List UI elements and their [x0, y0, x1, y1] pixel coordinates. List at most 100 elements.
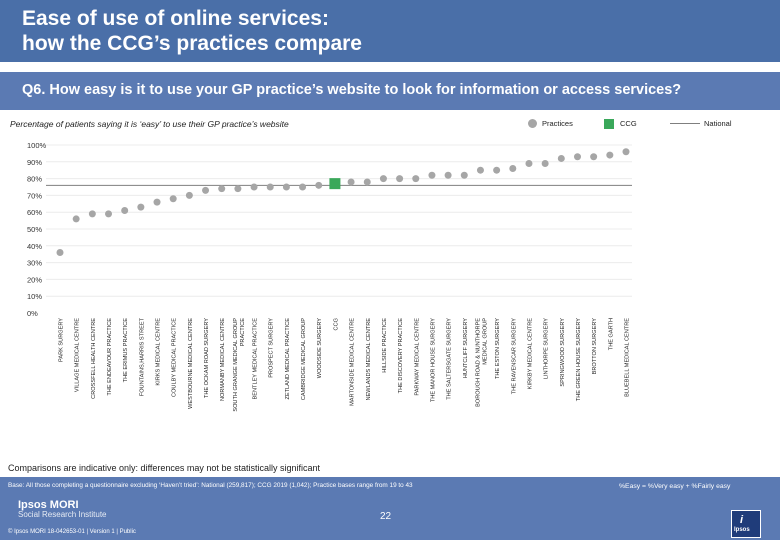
x-tick-label-line: PARKWAY MEDICAL CENTRE	[414, 318, 420, 396]
practice-point	[412, 175, 420, 183]
x-tick-label: THE MANOR HOUSE SURGERY	[430, 318, 436, 402]
x-tick-label-line: MARTONSIDE MEDICAL CENTRE	[350, 318, 356, 406]
x-tick-label: THE ERIMUS PRACTICE	[123, 318, 129, 383]
x-tick-label-line: KIRKBY MEDICAL CENTRE	[527, 318, 533, 389]
x-tick-label-line: CROSSFELL HEALTH CENTRE	[91, 318, 97, 399]
y-tick-label: 70%	[27, 191, 42, 200]
x-tick-label-line: CAMBRIDGE MEDICAL GROUP	[301, 318, 307, 400]
title-line-1: Ease of use of online services:	[22, 7, 329, 30]
x-tick-label: THE OCKAM ROAD SURGERY	[204, 318, 210, 398]
x-tick-label: PARK SURGERY	[59, 318, 65, 362]
x-tick-label: PROSPECT SURGERY	[269, 318, 275, 378]
x-tick-label-line: NORMANBY MEDICAL CENTRE	[220, 318, 226, 401]
brand-subtitle: Social Research Institute	[18, 510, 107, 519]
legend-national-label: National	[704, 119, 732, 128]
y-tick-label: 100%	[27, 141, 47, 150]
ipsos-logo: i Ipsos	[731, 510, 761, 538]
y-tick-label: 20%	[27, 275, 42, 284]
x-tick-label-line: THE MANOR HOUSE SURGERY	[430, 318, 436, 402]
x-tick-label: CCG	[333, 318, 339, 330]
x-tick-label: WESTBOURNE MEDICAL CENTRE	[188, 318, 194, 409]
practice-point	[250, 183, 258, 191]
x-tick-label-line: THE DISCOVERY PRACTICE	[398, 318, 404, 394]
practice-point	[525, 159, 533, 167]
x-tick-label: KIRKS MEDICAL CENTRE	[156, 318, 162, 386]
x-tick-label: THE DISCOVERY PRACTICE	[398, 318, 404, 394]
practice-point	[121, 207, 129, 215]
x-tick-label: BENTLEY MEDICAL PRACTICE	[253, 318, 259, 400]
practice-point	[315, 181, 323, 189]
x-tick-label: SPRINGWOOD SURGERY	[560, 318, 566, 387]
practice-point	[347, 178, 355, 186]
footer-bar	[0, 477, 780, 540]
page-number: 22	[380, 511, 392, 522]
practice-point	[105, 210, 113, 218]
x-tick-label: THE GREEN HOUSE SURGERY	[576, 318, 582, 401]
question-text: Q6. How easy is it to use your GP practi…	[22, 82, 682, 98]
legend-practices-label: Practices	[542, 119, 573, 128]
practice-point	[56, 249, 64, 257]
x-tick-label-line: PRACTICE	[240, 318, 246, 347]
x-tick-label-line: THE RAVENSCAR SURGERY	[511, 318, 517, 395]
x-tick-label: BROTTON SURGERY	[592, 318, 598, 375]
practice-point	[137, 203, 145, 211]
practice-point	[444, 171, 452, 179]
x-tick-label-line: THE SALTERSGATE SURGERY	[447, 318, 453, 400]
practice-point	[299, 183, 307, 191]
x-tick-label-line: PROSPECT SURGERY	[269, 318, 275, 378]
chart-subtitle: Percentage of patients saying it is ‘eas…	[10, 119, 289, 129]
x-tick-label-line: VILLAGE MEDICAL CENTRE	[75, 318, 81, 392]
copyright-text: © Ipsos MORI 18-042653-01 | Version 1 | …	[8, 529, 136, 535]
x-tick-label-line: FOUNTAINS,HARRIS STREET	[139, 317, 145, 396]
x-tick-label: COULBY MEDICAL PRACTICE	[172, 318, 178, 397]
practice-point	[541, 159, 549, 167]
practice-point	[460, 171, 468, 179]
x-tick-label: FOUNTAINS,HARRIS STREET	[139, 317, 145, 396]
x-tick-label-line: LINTHORPE SURGERY	[544, 318, 550, 379]
x-tick-label: HILLSIDE PRACTICE	[382, 318, 388, 373]
x-tick-label-line: KIRKS MEDICAL CENTRE	[156, 318, 162, 386]
x-tick-label: WOODSIDE SURGERY	[317, 318, 323, 378]
practice-point	[282, 183, 290, 191]
chart-legend: Practices CCG National	[528, 117, 768, 131]
x-tick-label-line: WOODSIDE SURGERY	[317, 318, 323, 378]
practice-point	[493, 166, 501, 174]
y-tick-label: 40%	[27, 242, 42, 251]
x-tick-label-line: THE GARTH	[608, 318, 614, 350]
title-line-2: how the CCG’s practices compare	[22, 32, 362, 55]
practice-point	[169, 195, 177, 203]
y-tick-label: 90%	[27, 158, 42, 167]
y-tick-label: 30%	[27, 259, 42, 268]
x-tick-label: HUNTCLIFF SURGERY	[463, 318, 469, 378]
practice-point	[202, 186, 210, 194]
practice-point	[622, 148, 630, 156]
x-tick-label-line: SPRINGWOOD SURGERY	[560, 318, 566, 387]
x-tick-label: SOUTH GRANGE MEDICAL GROUP PRACTICE	[233, 318, 246, 412]
legend-ccg-label: CCG	[620, 119, 637, 128]
x-tick-label: PARKWAY MEDICAL CENTRE	[414, 318, 420, 396]
x-tick-label-line: ZETLAND MEDICAL PRACTICE	[285, 318, 291, 400]
x-tick-label-line: NEWLANDS MEDICAL CENTRE	[366, 318, 372, 401]
x-tick-label: CAMBRIDGE MEDICAL GROUP	[301, 318, 307, 400]
x-tick-label-line: SOUTH GRANGE MEDICAL GROUP	[233, 318, 239, 412]
x-tick-label-line: BROTTON SURGERY	[592, 318, 598, 375]
practice-point	[590, 153, 598, 161]
legend-national-icon	[670, 123, 700, 124]
practice-point	[428, 171, 436, 179]
x-tick-label-line: THE OCKAM ROAD SURGERY	[204, 318, 210, 398]
y-tick-label: 50%	[27, 225, 42, 234]
x-tick-label-line: HUNTCLIFF SURGERY	[463, 318, 469, 378]
y-tick-label: 60%	[27, 208, 42, 217]
comparison-note: Comparisons are indicative only: differe…	[8, 463, 320, 473]
ccg-point	[329, 178, 341, 190]
x-tick-label: LINTHORPE SURGERY	[544, 318, 550, 379]
x-tick-label-line: THE ERIMUS PRACTICE	[123, 318, 129, 383]
practice-point	[606, 151, 614, 159]
practice-point	[234, 185, 242, 193]
practice-point	[185, 191, 193, 199]
x-tick-label: THE RAVENSCAR SURGERY	[511, 318, 517, 395]
chart-points	[56, 148, 630, 257]
x-axis-labels: PARK SURGERY VILLAGE MEDICAL CENTRE CROSSF…	[59, 317, 631, 411]
x-tick-label-line: THE ENDEAVOUR PRACTICE	[107, 318, 113, 396]
legend-practices-icon	[528, 119, 537, 128]
